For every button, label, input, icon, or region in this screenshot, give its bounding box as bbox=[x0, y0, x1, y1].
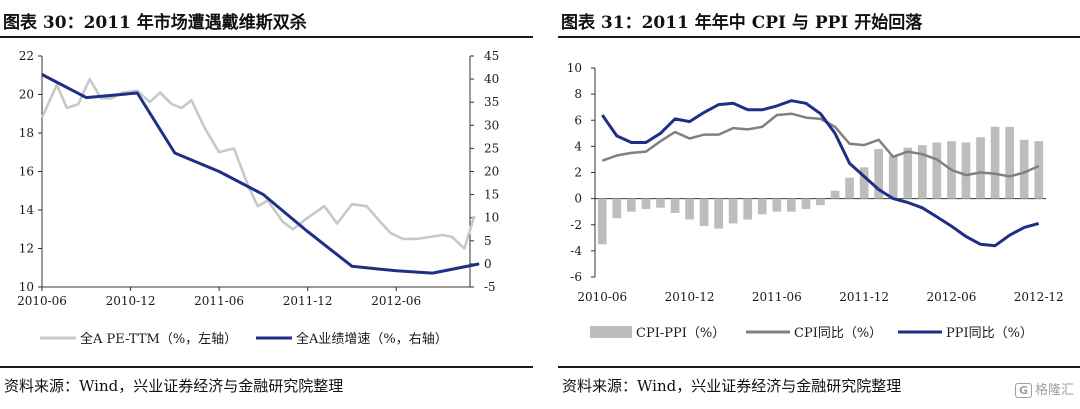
y-tick-label-right: 5 bbox=[484, 234, 492, 248]
cpi-ppi-bar bbox=[627, 198, 636, 212]
cpi-ppi-bar bbox=[1005, 126, 1014, 199]
cpi-ppi-bar bbox=[816, 198, 825, 206]
cpi-ppi-bar bbox=[728, 198, 738, 224]
cpi-ppi-bar bbox=[670, 198, 680, 213]
cpi-ppi-bar bbox=[685, 198, 694, 220]
cpi-ppi-bar bbox=[874, 149, 883, 199]
y-tick-label: -6 bbox=[570, 270, 582, 284]
cpi-ppi-bar bbox=[1019, 139, 1029, 199]
legend-label-cpi-ppi: CPI-PPI（%） bbox=[636, 326, 725, 341]
x-tick-label: 2011-12 bbox=[283, 294, 333, 308]
x-tick-label: 2010-12 bbox=[665, 290, 715, 304]
cpi-ppi-bar bbox=[888, 155, 898, 199]
x-tick-label: 2010-06 bbox=[577, 290, 627, 304]
cpi-ppi-bar bbox=[597, 198, 607, 245]
cpi-yoy-line bbox=[601, 112, 1040, 178]
y-tick-label-left: 20 bbox=[19, 88, 34, 102]
cpi-ppi-bar bbox=[830, 190, 840, 199]
y-tick-label-right: 30 bbox=[484, 118, 499, 132]
y-tick-label-right: 25 bbox=[484, 141, 499, 155]
chart-title: 图表 31：2011 年年中 CPI 与 PPI 开始回落 bbox=[561, 13, 923, 33]
title-divider bbox=[558, 36, 1080, 38]
legend-label-growth: 全A业绩增速（%，右轴） bbox=[296, 331, 448, 347]
legend-label-ppi: PPI同比（%） bbox=[946, 326, 1033, 341]
legend-label-pe: 全A PE-TTM（%，左轴） bbox=[80, 331, 237, 347]
y-tick-label: 8 bbox=[574, 87, 582, 101]
y-tick-label-left: 10 bbox=[19, 280, 34, 294]
source-divider bbox=[558, 366, 1080, 368]
cpi-ppi-bar bbox=[772, 198, 782, 212]
cpi-ppi-bar bbox=[903, 147, 913, 199]
cpi-ppi-bar bbox=[699, 198, 709, 226]
y-tick-label-left: 12 bbox=[19, 242, 34, 256]
cpi-ppi-bar bbox=[656, 198, 665, 208]
x-tick-label: 2011-06 bbox=[194, 294, 244, 308]
pe-ttm-line bbox=[40, 77, 476, 250]
right-chart-panel: 图表 31：2011 年年中 CPI 与 PPI 开始回落 -6 -4 -2 0 2 4 6… bbox=[558, 0, 1080, 409]
y-tick-label-left: 16 bbox=[19, 165, 34, 179]
y-tick-label-right: -5 bbox=[484, 280, 496, 294]
y-tick-label: 4 bbox=[574, 139, 582, 153]
logo-icon: G bbox=[1014, 383, 1032, 398]
y-tick-label-left: 18 bbox=[19, 126, 34, 140]
cpi-ppi-bar bbox=[757, 198, 767, 215]
watermark-logo: G 格隆汇 bbox=[1014, 379, 1074, 398]
source-note: 资料来源：Wind，兴业证券经济与金融研究院整理 bbox=[562, 377, 902, 395]
y-tick-label: 2 bbox=[574, 166, 582, 180]
watermark-text: 格隆汇 bbox=[1034, 383, 1074, 398]
x-tick-label: 2011-12 bbox=[839, 290, 889, 304]
cpi-ppi-bar bbox=[801, 198, 811, 209]
cpi-ppi-bar bbox=[612, 198, 622, 219]
cpi-ppi-bar bbox=[918, 145, 927, 199]
earnings-growth-line bbox=[41, 73, 480, 275]
y-tick-label: 6 bbox=[574, 113, 582, 127]
x-tick-label: 2012-06 bbox=[926, 290, 976, 304]
ppi-yoy-line bbox=[601, 99, 1040, 248]
cpi-ppi-bar bbox=[976, 137, 985, 199]
y-tick-label-left: 14 bbox=[19, 203, 35, 217]
cpi-ppi-chart: -6 -4 -2 0 2 4 6 8 10 2010-06 2010-12 2011-06 2011-1… bbox=[567, 61, 1064, 341]
x-tick-label: 2012-06 bbox=[371, 294, 421, 308]
y-tick-label-right: 35 bbox=[484, 95, 499, 109]
cpi-ppi-bar bbox=[990, 126, 1000, 199]
legend-label-cpi: CPI同比（%） bbox=[794, 326, 882, 341]
cpi-ppi-bar bbox=[932, 142, 942, 199]
x-tick-label: 2011-06 bbox=[752, 290, 802, 304]
pe-growth-line-chart: 10 12 14 16 18 20 22 -5 0 5 10 15 20 25 30 35 40 45 2010-0… bbox=[17, 49, 499, 347]
y-tick-label-right: 10 bbox=[484, 211, 499, 225]
source-note: 资料来源：Wind，兴业证券经济与金融研究院整理 bbox=[4, 377, 344, 395]
x-tick-label: 2012-12 bbox=[1014, 290, 1064, 304]
y-tick-label-right: 15 bbox=[484, 188, 499, 202]
cpi-ppi-bar bbox=[714, 198, 723, 229]
cpi-ppi-bar bbox=[961, 142, 971, 199]
y-tick-label-right: 0 bbox=[484, 257, 492, 271]
x-tick-label: 2010-12 bbox=[106, 294, 156, 308]
y-tick-label: 0 bbox=[574, 192, 582, 206]
y-tick-label-right: 40 bbox=[484, 72, 499, 86]
legend-swatch-cpi-ppi bbox=[590, 326, 632, 338]
title-divider bbox=[0, 36, 533, 38]
cpi-ppi-bar bbox=[743, 198, 753, 220]
cpi-ppi-bar bbox=[1034, 141, 1044, 199]
chart-title: 图表 30：2011 年市场遭遇戴维斯双杀 bbox=[3, 13, 307, 33]
y-tick-label-right: 20 bbox=[484, 165, 499, 179]
y-tick-label: -2 bbox=[570, 218, 582, 232]
cpi-ppi-bar bbox=[641, 198, 651, 209]
cpi-ppi-bar bbox=[845, 177, 854, 199]
y-tick-label: 10 bbox=[567, 61, 582, 75]
cpi-ppi-bar bbox=[859, 167, 869, 199]
y-tick-label-left: 22 bbox=[19, 49, 34, 63]
y-tick-label: -4 bbox=[570, 244, 582, 258]
x-tick-label: 2010-06 bbox=[17, 294, 67, 308]
source-divider bbox=[0, 366, 533, 368]
left-chart-panel: 图表 30：2011 年市场遭遇戴维斯双杀 10 12 14 16 18 20 22 -5 0 5… bbox=[0, 0, 533, 409]
y-tick-label-right: 45 bbox=[484, 49, 499, 63]
cpi-ppi-bar bbox=[787, 198, 796, 212]
